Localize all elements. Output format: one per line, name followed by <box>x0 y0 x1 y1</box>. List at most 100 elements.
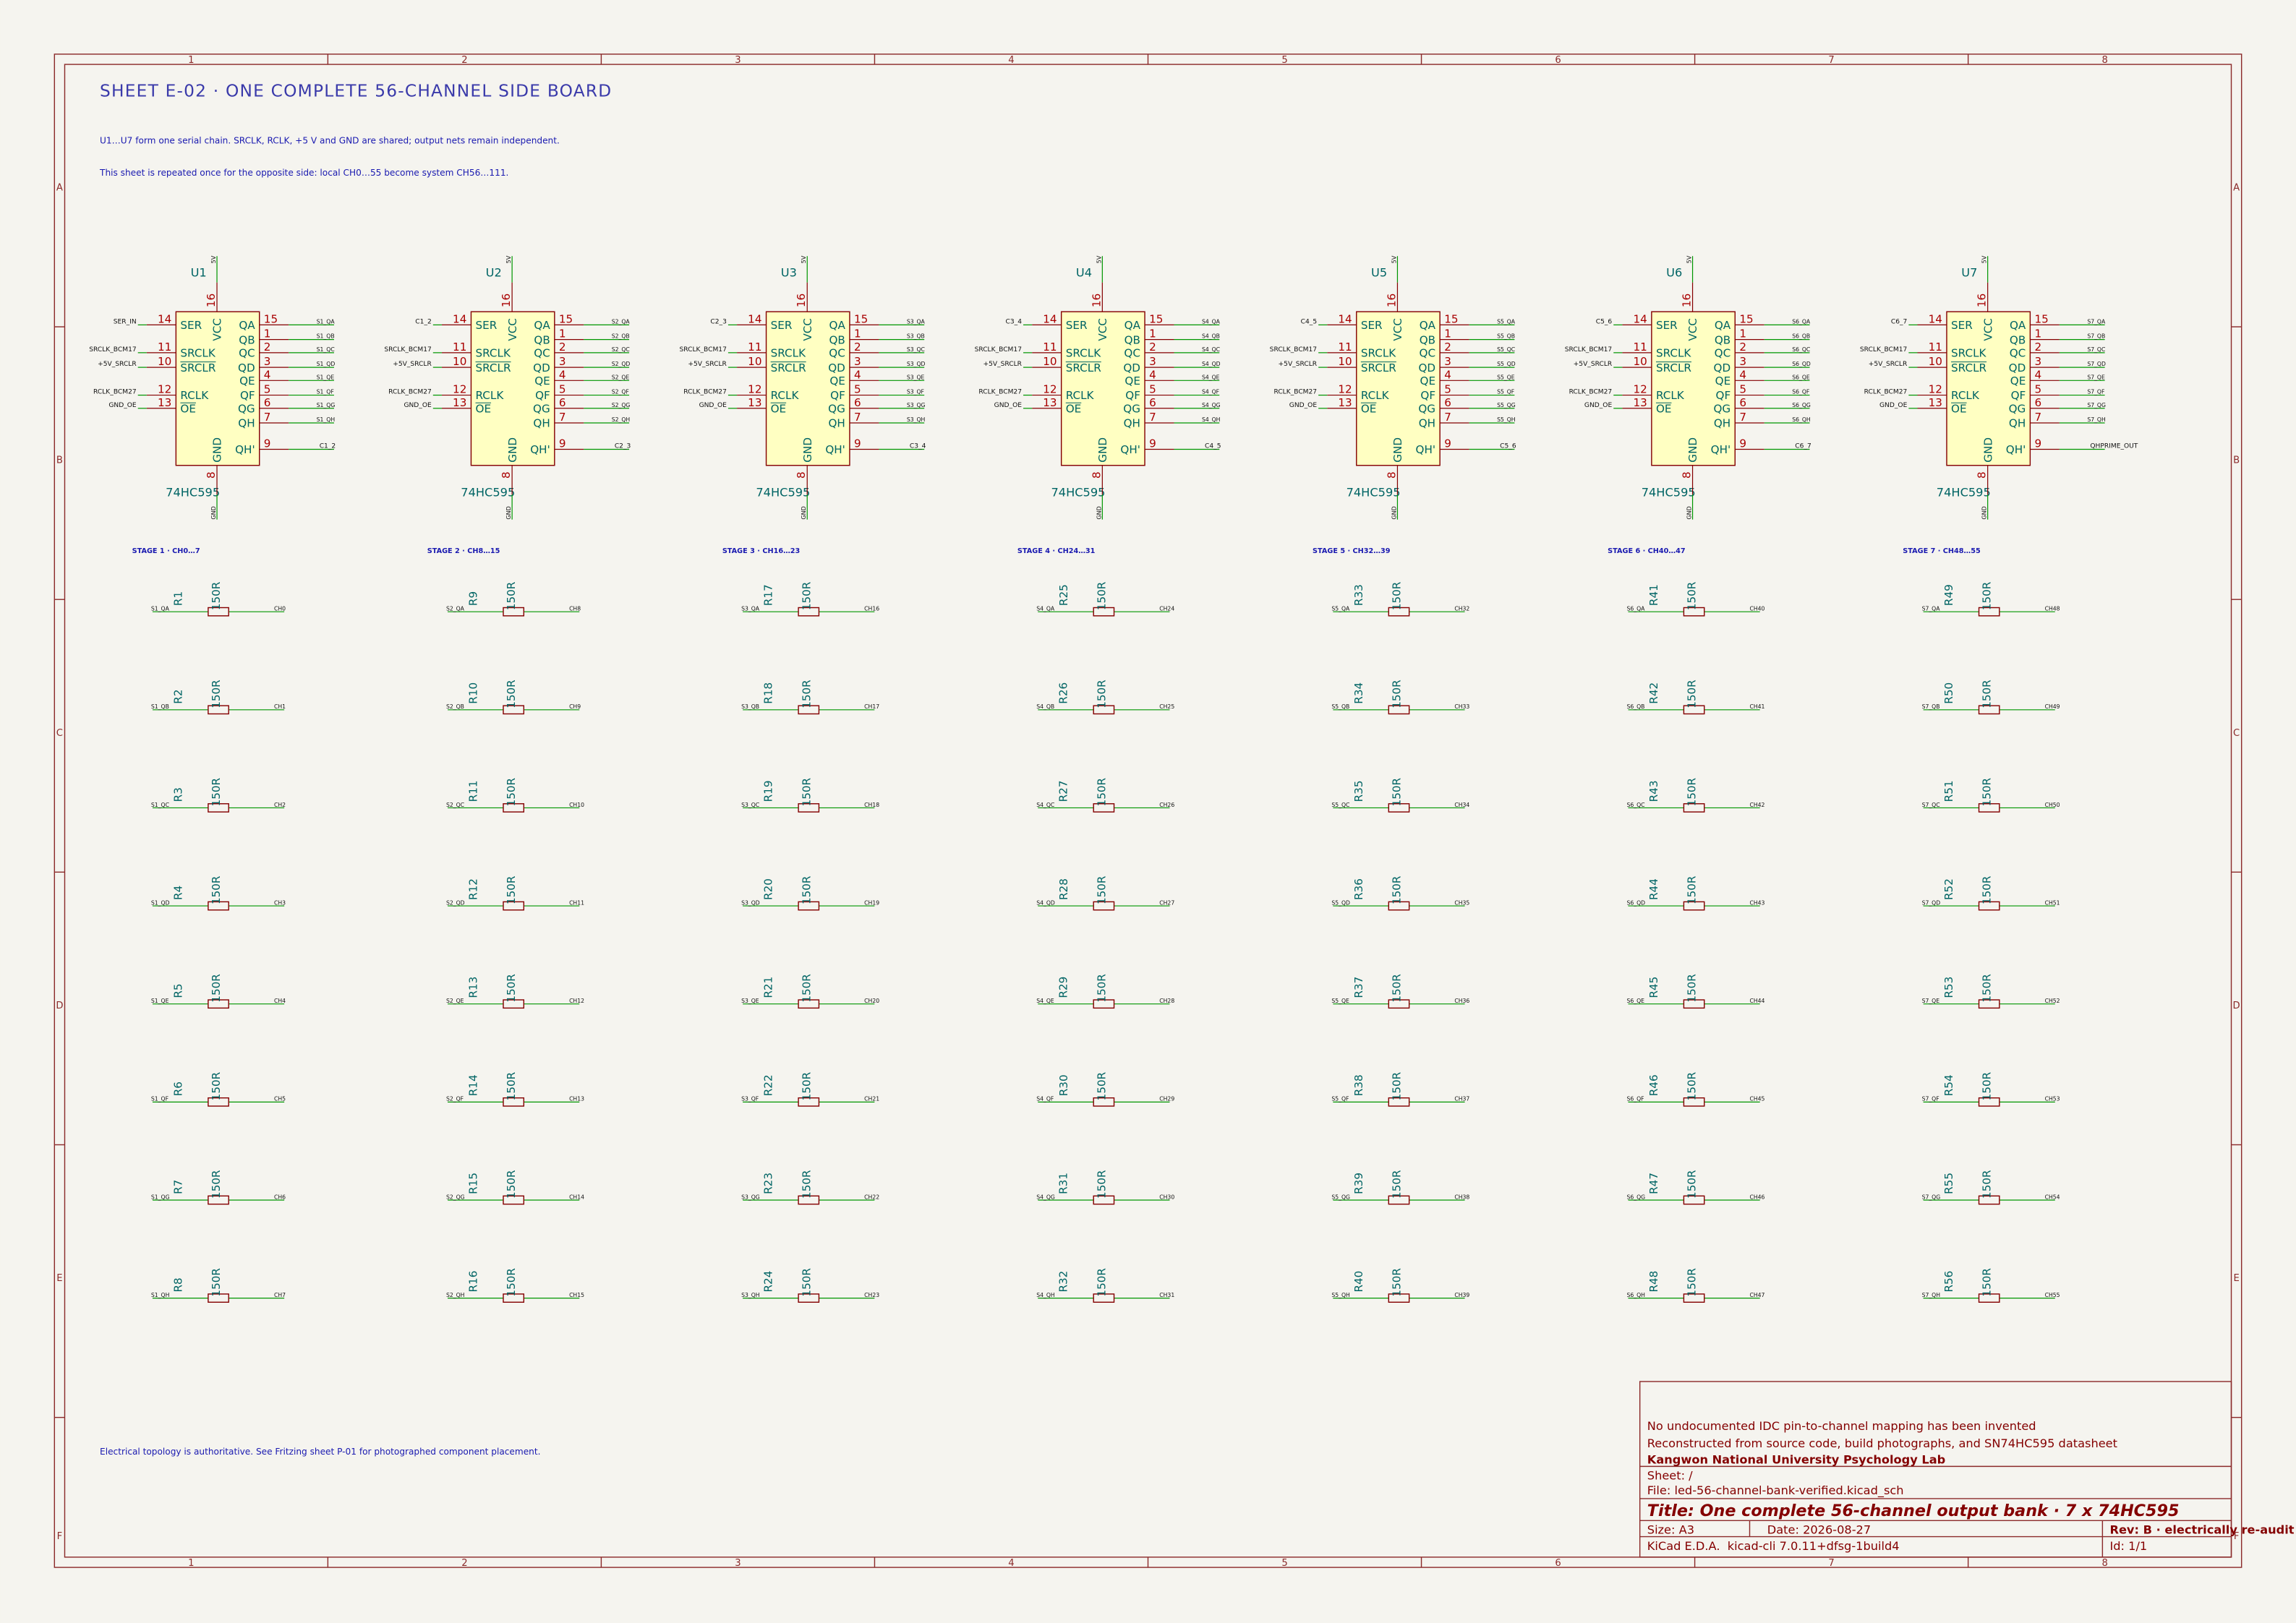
resistor-value: 150R <box>1390 1268 1403 1297</box>
resistor-body <box>503 1097 525 1107</box>
resistor-value: 150R <box>210 777 223 806</box>
revision: Rev: B · electrically re-audit <box>2109 1523 2294 1537</box>
pin-name: QB <box>1715 333 1730 346</box>
net-label: S1_QH <box>151 1292 170 1298</box>
pin-name: QF <box>830 389 845 402</box>
pin-number: 16 <box>1681 294 1694 307</box>
net-label: CH9 <box>569 703 581 710</box>
net-label: S3_QF <box>907 389 924 395</box>
pin-name: QH' <box>2006 443 2026 456</box>
resistor-reference: R35 <box>1352 780 1365 802</box>
net-label: CH53 <box>2045 1096 2060 1102</box>
net-label: S4_QG <box>1202 402 1221 408</box>
resistor-reference: R42 <box>1647 682 1660 704</box>
net-label: S3_QC <box>741 802 759 808</box>
pin-number: 4 <box>2034 368 2041 381</box>
resistor-reference: R29 <box>1057 977 1070 998</box>
net-label: CH21 <box>864 1096 879 1102</box>
ic-reference: U6 <box>1666 266 1682 280</box>
net-label: S4_QB <box>1036 703 1054 710</box>
net-label: SRCLK_BCM17 <box>89 346 137 354</box>
net-label: CH52 <box>2045 998 2060 1004</box>
net-label: S1_QA <box>151 606 170 612</box>
pin-number: 14 <box>1338 312 1352 325</box>
net-label: S2_QG <box>446 1194 465 1200</box>
row-label: B <box>56 455 63 466</box>
pin-number: 10 <box>158 355 171 368</box>
pin-name: QH' <box>235 443 255 456</box>
net-label: C2_3 <box>710 318 727 325</box>
resistor-body <box>1093 1097 1115 1107</box>
resistor-value: 150R <box>1981 777 1994 806</box>
resistor-value: 150R <box>210 1071 223 1100</box>
pin-number: 1 <box>559 327 566 341</box>
pin-name: QA <box>1420 319 1436 332</box>
resistor-value: 150R <box>505 777 518 806</box>
pin-number: 10 <box>1338 355 1352 368</box>
net-label: CH16 <box>864 606 879 612</box>
pin-name: QD <box>828 361 845 374</box>
resistor-reference: R28 <box>1057 878 1070 900</box>
net-label: SRCLK_BCM17 <box>679 346 727 354</box>
pin-name: SER <box>771 319 793 332</box>
net-label: GND <box>210 506 217 520</box>
pin-number: 15 <box>559 312 573 325</box>
resistor-value: 150R <box>1095 680 1108 708</box>
resistor-body <box>1093 1195 1115 1205</box>
resistor-reference: R6 <box>171 1082 184 1096</box>
net-label: +5V_SRCLR <box>688 361 727 368</box>
resistor-body <box>1093 607 1115 617</box>
net-label: S6_QA <box>1792 318 1811 325</box>
pin-name: SRCLR <box>180 361 215 374</box>
pin-name: QB <box>829 333 845 346</box>
resistor-body <box>1093 901 1115 911</box>
resistor-body <box>798 1293 820 1303</box>
net-label: S4_QE <box>1036 998 1054 1004</box>
resistor-value: 150R <box>800 875 813 904</box>
net-label: 5V <box>1095 255 1102 263</box>
pin-number: 7 <box>1739 411 1746 424</box>
net-label: S7_QD <box>2087 361 2106 367</box>
pin-name: VCC <box>211 318 224 341</box>
net-label: CH17 <box>864 703 879 710</box>
net-label: S3_QB <box>907 333 925 340</box>
row-label: A <box>56 182 63 193</box>
pin-number: 7 <box>2034 411 2041 424</box>
resistor-body <box>208 803 229 813</box>
pin-number: 4 <box>854 368 861 381</box>
net-label: CH4 <box>274 998 286 1004</box>
net-label: CH26 <box>1159 802 1174 808</box>
net-label: +5V_SRCLR <box>1574 361 1613 368</box>
pin-number: 6 <box>1444 396 1451 409</box>
net-label: CH2 <box>274 802 286 808</box>
pin-name: RCLK <box>1066 389 1095 402</box>
pin-number: 3 <box>1739 355 1746 368</box>
pin-name: QG <box>828 402 845 415</box>
net-label: S3_QD <box>741 899 760 906</box>
pin-number: 5 <box>854 383 861 396</box>
ic-reference: U7 <box>1961 266 1977 280</box>
resistor-body <box>503 607 525 617</box>
pin-number: 16 <box>1385 294 1398 307</box>
pin-number: 1 <box>854 327 861 341</box>
net-label: S3_QG <box>907 402 926 408</box>
sheet-note: U1…U7 form one serial chain. SRCLK, RCLK… <box>100 135 560 145</box>
pin-number: 8 <box>1090 471 1103 479</box>
pin-name: QC <box>239 347 255 360</box>
resistor-value: 150R <box>210 1268 223 1297</box>
pin-name: QA <box>239 319 255 332</box>
net-label: S1_QC <box>151 802 169 808</box>
pin-name: OE <box>476 402 492 415</box>
net-label: S3_QB <box>741 703 759 710</box>
pin-name: QE <box>1124 374 1140 387</box>
resistor-reference: R24 <box>762 1271 775 1293</box>
net-label: CH33 <box>1454 703 1469 710</box>
column-label: 4 <box>1008 55 1014 66</box>
title-block-border <box>1639 1381 2232 1558</box>
resistor-reference: R39 <box>1352 1173 1365 1194</box>
column-label: 7 <box>1828 1558 1834 1569</box>
pin-number: 10 <box>1633 355 1647 368</box>
net-label: CH35 <box>1454 899 1469 906</box>
resistor-value: 150R <box>1390 1071 1403 1100</box>
